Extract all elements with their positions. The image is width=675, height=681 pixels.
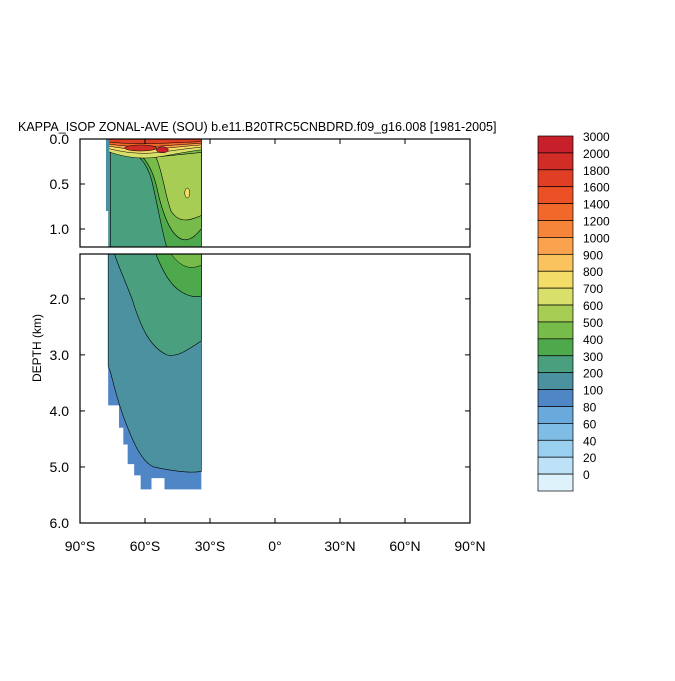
y-tick-label: 3.0 [50,347,70,363]
colorbar-label: 100 [583,384,603,398]
colorbar-swatch [537,304,574,323]
x-tick-label: 0° [268,538,281,554]
x-tick-label: 90°S [65,538,96,554]
surface-layer-4 [107,139,202,145]
colorbar-swatch [537,220,574,238]
colorbar-label: 0 [583,468,590,482]
colorbar-label: 1000 [583,231,610,245]
colorbar-swatch [537,152,574,171]
y-tick-label: 5.0 [50,459,70,475]
colorbar-swatch [537,338,574,357]
plot-area [106,139,202,490]
colorbar-label: 1400 [583,198,610,212]
colorbar-label: 1800 [583,164,610,178]
colorbar-swatch [537,389,574,407]
region-near-surface [155,152,202,221]
colorbar-swatch [537,186,574,204]
colorbar-swatch [537,423,574,441]
colorbar-label: 20 [583,451,597,465]
region-near-surface-spot [184,187,190,199]
y-tick-label: 2.0 [50,291,70,307]
y-tick-label: 0.0 [50,131,70,147]
colorbar-swatch [537,406,574,424]
colorbar: 3000200018001600140012001000900800700600… [537,130,610,492]
colorbar-label: 500 [583,316,603,330]
y-tick-label: 4.0 [50,403,70,419]
colorbar-swatch [537,473,574,492]
upper-panel-field [106,139,202,247]
colorbar-swatch [537,253,574,272]
colorbar-swatch [537,270,574,289]
chart-title: KAPPA_ISOP ZONAL-AVE (SOU) b.e11.B20TRC5… [18,120,496,134]
colorbar-swatch [537,355,574,374]
colorbar-label: 40 [583,434,597,448]
y-tick-label: 0.5 [50,176,70,192]
colorbar-swatch [537,287,574,306]
colorbar-label: 3000 [583,130,610,144]
region-western-strip [106,139,110,211]
region-surface-maximum-2 [156,146,169,154]
y-tick-label: 1.0 [50,221,70,237]
colorbar-swatch [537,439,574,458]
region-surface-maximum [124,144,157,152]
colorbar-label: 2000 [583,147,610,161]
y-axis-label: DEPTH (km) [30,314,44,382]
y-tick-label: 6.0 [50,515,70,531]
colorbar-label: 400 [583,333,603,347]
colorbar-label: 600 [583,299,603,313]
colorbar-swatch [537,321,574,340]
region-subsurface-lower [170,254,202,268]
colorbar-swatch [537,456,574,475]
colorbar-swatch [537,203,574,221]
colorbar-label: 60 [583,417,597,431]
colorbar-swatch [537,372,574,390]
x-tick-label: 30°N [324,538,355,554]
x-tick-label: 60°S [130,538,161,554]
colorbar-label: 800 [583,265,603,279]
colorbar-swatch [537,135,574,154]
x-tick-label: 60°N [389,538,420,554]
colorbar-swatch [537,237,574,255]
x-tick-label: 30°S [195,538,226,554]
colorbar-label: 1200 [583,215,610,229]
axes: 0.0 0.5 1.0 2.0 3.0 4.0 5.0 6.0 90°S 60°S 30°S 0° 30… [50,131,486,554]
colorbar-label: 1600 [583,181,610,195]
colorbar-label: 900 [583,248,603,262]
x-tick-label: 90°N [454,538,485,554]
colorbar-label: 80 [583,400,597,414]
colorbar-label: 300 [583,350,603,364]
lower-panel-field [107,254,202,490]
colorbar-label: 200 [583,367,603,381]
colorbar-label: 700 [583,282,603,296]
colorbar-swatch [537,169,574,188]
